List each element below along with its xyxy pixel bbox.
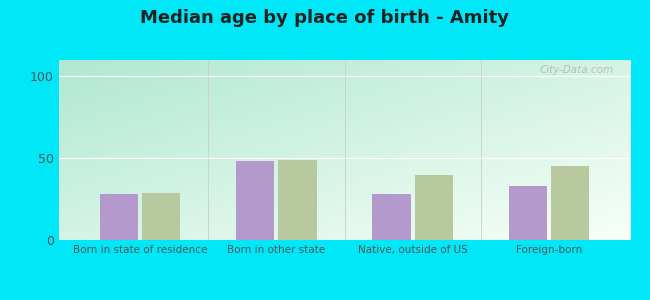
Bar: [551, 167, 589, 240]
Bar: [142, 193, 181, 240]
Bar: [508, 186, 547, 240]
Bar: [236, 161, 274, 240]
Bar: [100, 194, 138, 240]
Text: Median age by place of birth - Amity: Median age by place of birth - Amity: [140, 9, 510, 27]
Bar: [372, 194, 411, 240]
Bar: [415, 175, 453, 240]
Text: City-Data.com: City-Data.com: [540, 65, 614, 75]
Bar: [278, 160, 317, 240]
